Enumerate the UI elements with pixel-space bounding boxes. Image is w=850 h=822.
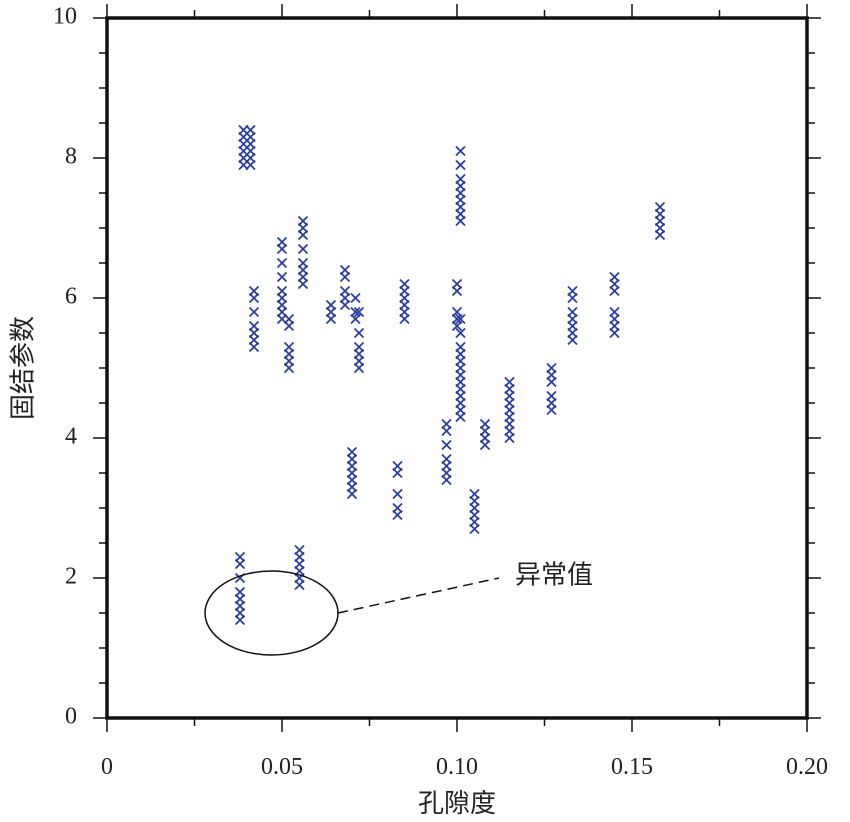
data-point: [234, 558, 246, 570]
axis-ticks: [93, 4, 821, 732]
data-point: [294, 579, 305, 591]
data-point: [283, 320, 295, 332]
tick-labels: 0 0.05 0.10 0.15 0.20 0 2 4 6 8 10: [53, 4, 828, 781]
data-point: [350, 292, 361, 304]
data-point: [441, 474, 452, 486]
data-point: [276, 257, 288, 269]
data-point: [455, 411, 466, 423]
data-point: [325, 313, 337, 325]
x-tick-label: 0.10: [436, 754, 478, 780]
data-point: [567, 334, 578, 346]
data-point: [654, 229, 666, 241]
x-tick-label: 0.15: [611, 754, 653, 780]
data-point: [399, 313, 410, 325]
data-point: [455, 159, 466, 171]
y-tick-label: 8: [65, 144, 77, 170]
plot-frame: [105, 16, 809, 720]
data-point: [353, 327, 365, 339]
data-point: [248, 306, 260, 318]
y-tick-label: 2: [65, 564, 77, 590]
outlier-leader-line: [337, 577, 500, 614]
data-point: [248, 341, 260, 353]
outlier-label: 异常值: [515, 561, 593, 591]
y-axis-title: 固结参数: [9, 316, 39, 420]
data-point: [451, 320, 463, 332]
data-point: [455, 327, 466, 339]
data-point: [469, 523, 480, 535]
data-point: [283, 362, 295, 374]
data-point: [234, 614, 246, 626]
data-point: [546, 404, 557, 416]
data-point: [339, 271, 351, 283]
data-point: [546, 376, 557, 388]
data-point: [479, 439, 491, 451]
x-tick-label: 0: [101, 754, 113, 780]
x-axis-title: 孔隙度: [418, 789, 496, 819]
data-point: [339, 299, 351, 311]
data-point: [353, 306, 365, 318]
data-point: [455, 313, 466, 325]
data-point: [245, 159, 256, 171]
data-point: [297, 229, 309, 241]
data-point: [392, 467, 403, 479]
data-point: [392, 488, 403, 500]
data-point: [392, 509, 403, 521]
y-tick-label: 0: [65, 704, 77, 730]
x-tick-label: 0.20: [786, 754, 828, 780]
data-point: [297, 278, 309, 290]
y-tick-label: 6: [65, 284, 77, 310]
data-points: [234, 124, 666, 626]
data-point: [441, 425, 452, 437]
data-point: [353, 362, 365, 374]
data-point: [455, 145, 466, 157]
data-point: [248, 292, 260, 304]
y-tick-label: 4: [65, 424, 77, 450]
x-tick-label: 0.05: [261, 754, 303, 780]
data-point: [609, 327, 620, 339]
data-point: [346, 488, 358, 500]
data-point: [297, 243, 309, 255]
data-point: [441, 439, 452, 451]
data-point: [350, 313, 361, 325]
outlier-ellipse: [204, 570, 339, 656]
y-tick-label: 10: [53, 4, 77, 30]
data-point: [276, 271, 288, 283]
data-point: [609, 285, 620, 297]
data-point: [504, 432, 515, 444]
data-point: [276, 243, 288, 255]
data-point: [567, 292, 578, 304]
data-point: [455, 215, 466, 227]
outlier-annotation: 异常值: [204, 561, 593, 656]
data-point: [451, 285, 463, 297]
